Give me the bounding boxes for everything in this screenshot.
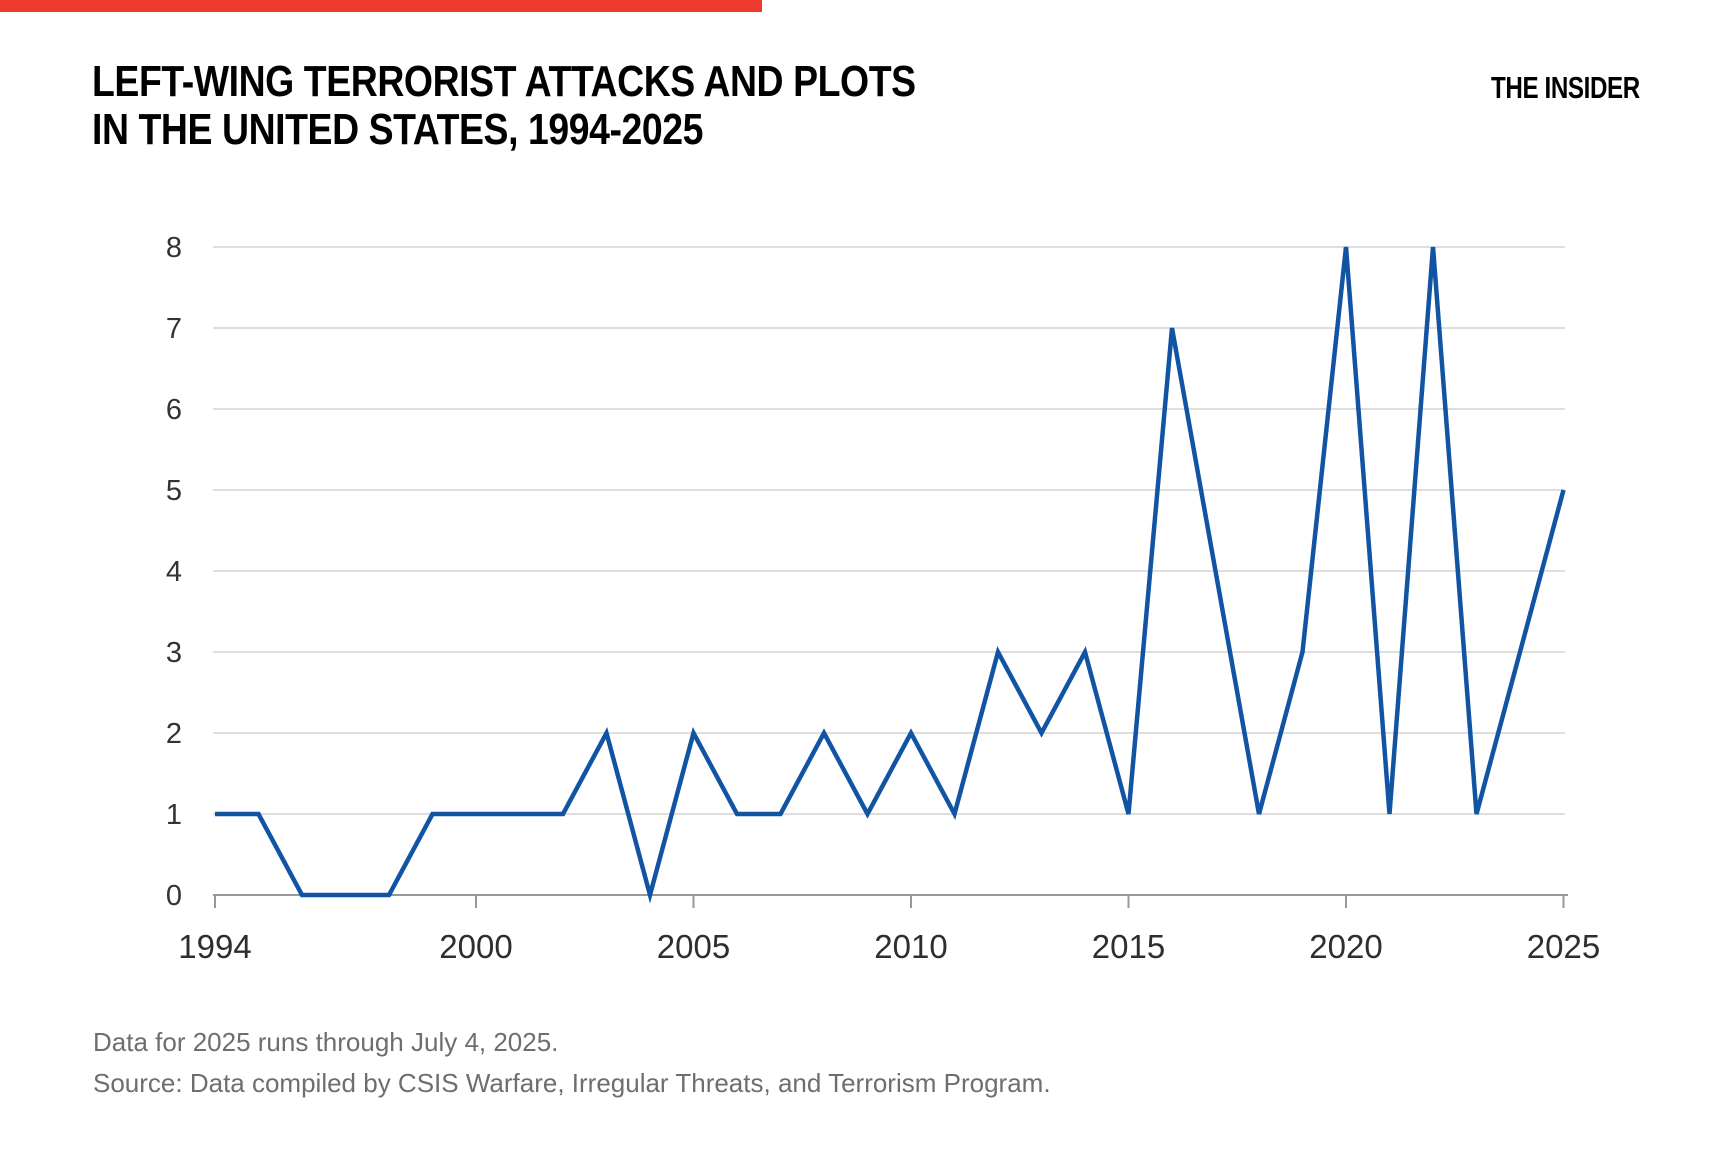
page-title-line-1: LEFT-WING TERRORIST ATTACKS AND PLOTS [92,57,916,106]
brand-logo: THE INSIDER [1491,70,1640,105]
y-axis-label: 3 [166,637,182,669]
y-axis-label: 7 [166,313,182,345]
x-axis-label: 2015 [1092,928,1165,965]
footnote-note: Data for 2025 runs through July 4, 2025. [93,1027,559,1057]
y-axis-label: 5 [166,475,182,507]
y-axis-label: 1 [166,799,182,831]
x-axis-label: 2005 [657,928,730,965]
chart-header: LEFT-WING TERRORIST ATTACKS AND PLOTS IN… [92,58,1061,154]
page-title-line-2: IN THE UNITED STATES, 1994-2025 [92,105,704,154]
x-axis-label: 2025 [1527,928,1600,965]
y-axis-label: 4 [166,556,182,588]
x-axis-label: 2020 [1309,928,1382,965]
y-axis-label: 8 [166,232,182,264]
x-axis-label: 1994 [178,928,251,965]
y-axis-label: 0 [166,880,182,912]
x-axis-label: 2010 [874,928,947,965]
data-line-series [215,246,1566,904]
progress-bar [0,0,763,12]
y-axis-label: 6 [166,394,182,426]
line-chart: 0 1 2 3 4 5 6 7 8 1994 2000 2005 2010 2015 2020 2025 [166,232,1600,965]
y-axis-label: 2 [166,718,182,750]
x-axis-label: 2000 [439,928,512,965]
footnote-source: Source: Data compiled by CSIS Warfare, I… [93,1068,1051,1098]
footnotes: Data for 2025 runs through July 4, 2025.… [93,1022,1051,1104]
